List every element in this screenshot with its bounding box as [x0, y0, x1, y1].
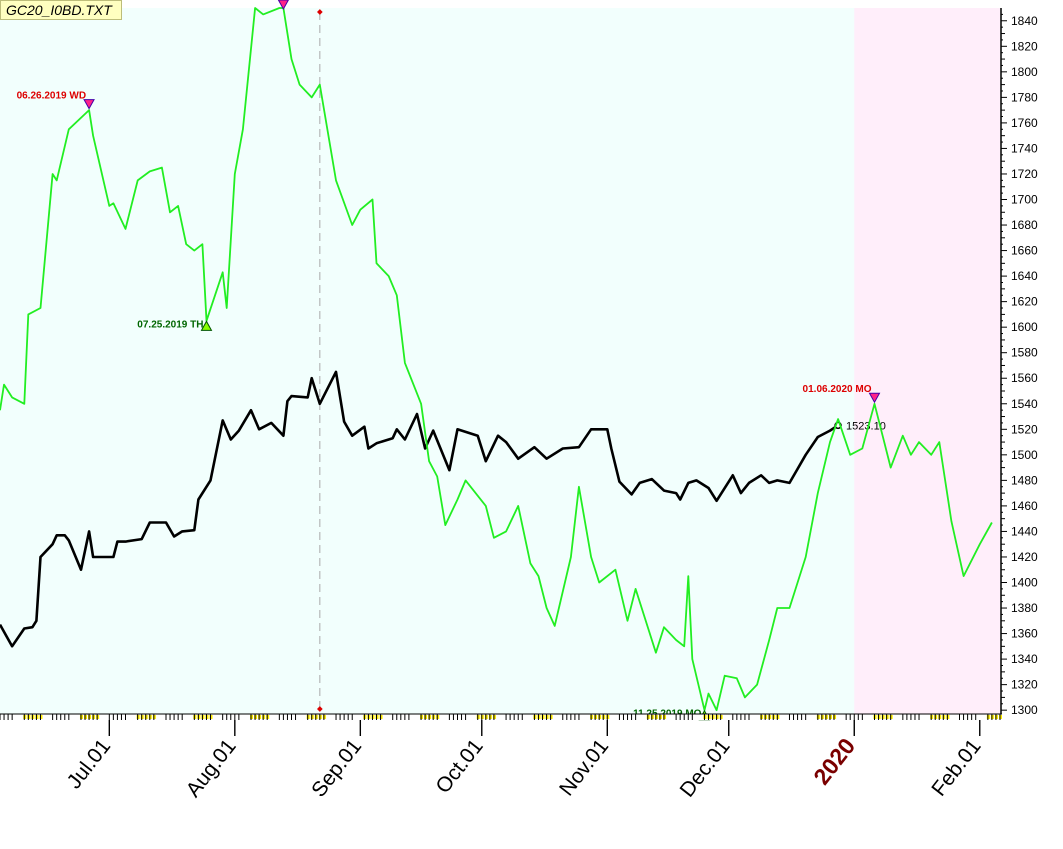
- year-highlight-region: [854, 8, 1000, 714]
- high-pivot-arrow-icon: [277, 0, 289, 11]
- y-tick-label: 1440: [1011, 524, 1038, 538]
- series-lines: 1523.10: [0, 7, 993, 712]
- plot-background: [0, 8, 1000, 714]
- x-axis-bar: [0, 714, 1002, 720]
- low-pivot-label: 07.25.2019 TH: [137, 319, 203, 330]
- y-tick-label: 1680: [1011, 218, 1038, 232]
- y-tick-label: 1300: [1011, 703, 1038, 717]
- high-pivot-arrow-icon: [868, 392, 881, 404]
- y-tick-label: 1740: [1011, 141, 1038, 155]
- high-pivot-label: 08.13.2019 TU: [214, 0, 280, 2]
- y-tick-label: 1560: [1011, 371, 1038, 385]
- x-axis: Jul.01 Aug.01 Sep.01 Oct.01 Nov.01 Dec.01 2020…: [0, 713, 1002, 802]
- y-tick-label: 1380: [1011, 601, 1038, 615]
- x-tick-label: Sep.01: [307, 735, 366, 802]
- y-tick-label: 1520: [1011, 422, 1038, 436]
- x-tick-label: Feb.01: [927, 735, 985, 801]
- high-pivot-label: 01.06.2020 MO: [803, 384, 872, 395]
- y-tick-label: 1340: [1011, 652, 1038, 666]
- y-tick-label: 1840: [1011, 14, 1038, 28]
- y-tick-label: 1660: [1011, 244, 1038, 258]
- high-pivot-arrow-icon: [83, 99, 95, 110]
- y-tick-label: 1500: [1011, 448, 1038, 462]
- x-tick-label: Nov.01: [555, 735, 613, 800]
- y-tick-label: 1800: [1011, 65, 1038, 79]
- y-tick-label: 1580: [1011, 346, 1038, 360]
- last-value-label: 1523.10: [846, 420, 886, 432]
- y-tick-label: 1600: [1011, 320, 1038, 334]
- y-axis: 1300 1320 1340 1360 1380 1400 1420 1440 1460 1480…: [1000, 8, 1038, 717]
- y-tick-label: 1460: [1011, 499, 1038, 513]
- y-tick-label: 1820: [1011, 39, 1038, 53]
- marker-bottom-dot: [317, 706, 323, 712]
- series-black-line: [0, 370, 839, 648]
- y-tick-label: 1620: [1011, 295, 1038, 309]
- y-tick-label: 1540: [1011, 397, 1038, 411]
- y-tick-label: 1400: [1011, 576, 1038, 590]
- series-green-line: [0, 7, 993, 712]
- x-tick-label: Jul.01: [63, 735, 116, 793]
- high-pivot-label: 06.26.2019 WD: [17, 91, 87, 102]
- y-tick-label: 1480: [1011, 473, 1038, 487]
- y-tick-label: 1720: [1011, 167, 1038, 181]
- x-tick-label: Aug.01: [182, 735, 241, 802]
- y-tick-label: 1360: [1011, 627, 1038, 641]
- plot-area: [0, 8, 1000, 714]
- y-tick-label: 1420: [1011, 550, 1038, 564]
- y-tick-label: 1640: [1011, 269, 1038, 283]
- chart-title: GC20_I0BD.TXT: [0, 0, 122, 20]
- low-pivot-arrow-icon: [200, 320, 213, 331]
- x-tick-label: Oct.01: [432, 735, 488, 798]
- y-tick-label: 1780: [1011, 90, 1038, 104]
- y-tick-label: 1760: [1011, 116, 1038, 130]
- x-tick-label: Dec.01: [676, 735, 735, 802]
- y-tick-label: 1320: [1011, 678, 1038, 692]
- x-tick-label: 2020: [808, 733, 860, 789]
- y-tick-label: 1700: [1011, 193, 1038, 207]
- highlight-rect: [854, 8, 1000, 714]
